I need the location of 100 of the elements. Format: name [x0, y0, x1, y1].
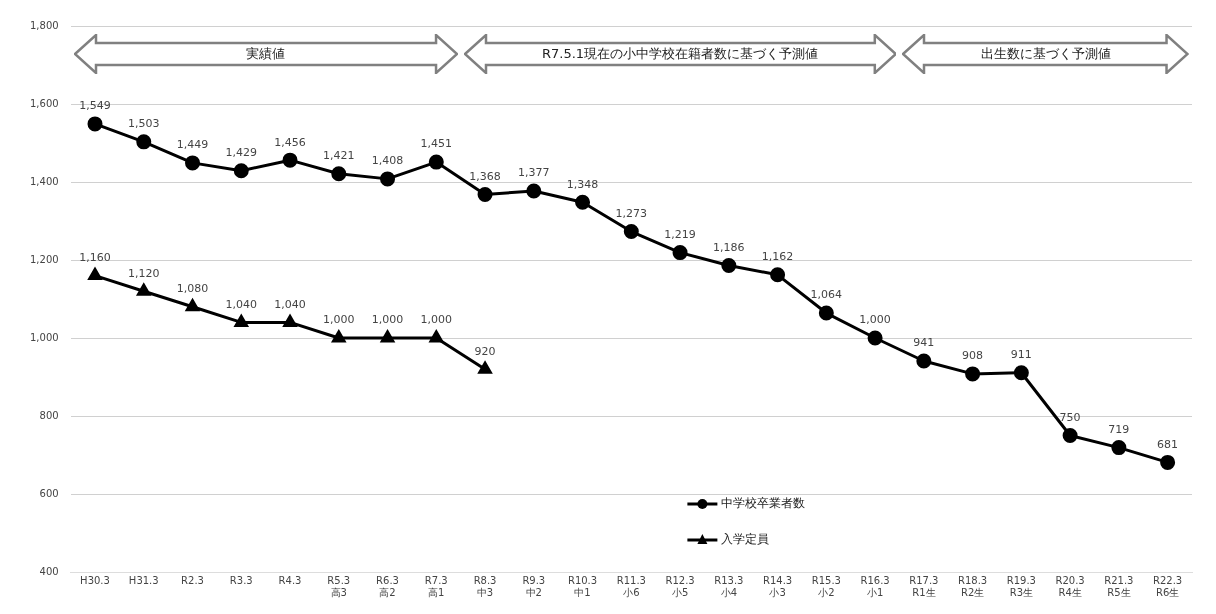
point: [185, 299, 200, 312]
point: [1111, 440, 1127, 456]
data-label: 1,064: [810, 288, 843, 302]
x-tick-label: R17.3 R1生: [909, 574, 939, 598]
annotation: R7.5.1現在の小中学校在籍者数に基づく予測値: [541, 45, 820, 63]
point: [380, 171, 396, 187]
y-tick-label: 1,000: [29, 331, 59, 343]
y-tick-label: 1,200: [29, 253, 59, 265]
legend-label: 中学校卒業者数: [721, 496, 806, 511]
data-label: 1,408: [371, 154, 404, 168]
data-label: 908: [962, 349, 984, 363]
point: [380, 330, 395, 343]
data-label: 920: [474, 344, 496, 358]
point: [185, 155, 201, 171]
data-label: 1,162: [761, 250, 794, 264]
point: [1062, 428, 1078, 443]
data-label: 1,348: [566, 177, 599, 191]
x-tick-label: R4.3: [278, 574, 302, 586]
point: [478, 361, 492, 374]
point: [332, 330, 346, 343]
data-label: 1,377: [518, 166, 550, 180]
point: [672, 245, 688, 261]
x-tick-label: R13.3 小4: [714, 574, 744, 598]
point: [526, 183, 542, 199]
x-tick-label: R10.3 中1: [567, 574, 598, 598]
x-tick-label: R20.3 R4生: [1055, 574, 1085, 598]
x-tick-label: R6.3 高2: [376, 574, 399, 598]
point: [331, 166, 347, 182]
x-tick-label: R18.3 R2生: [957, 574, 988, 598]
x-tick-label: R5.3 高3: [327, 574, 351, 598]
point: [429, 330, 443, 343]
x-tick-label: R11.3 小6: [616, 574, 646, 598]
data-label: 1,273: [615, 206, 648, 220]
data-label: 1,219: [664, 227, 696, 241]
data-label: 941: [913, 336, 935, 350]
point: [965, 366, 981, 382]
point: [623, 224, 639, 240]
point: [477, 186, 493, 202]
data-label: 1,040: [274, 297, 306, 311]
data-label: 1,186: [713, 240, 745, 254]
point: [87, 116, 103, 132]
x-tick-label: R7.3 高1: [424, 574, 448, 598]
x-tick-label: R22.3 R6生: [1153, 574, 1183, 598]
data-label: 911: [1010, 348, 1032, 362]
data-label: 1,080: [176, 282, 209, 296]
point: [1013, 365, 1029, 381]
data-label: 1,000: [420, 313, 453, 327]
data-label: 1,549: [79, 99, 111, 113]
legend-label: 入学定員: [721, 532, 770, 547]
data-label: 1,160: [79, 250, 111, 264]
point: [770, 267, 786, 283]
point: [818, 305, 834, 321]
annotation: 実績値: [245, 45, 287, 63]
point: [137, 283, 151, 296]
annotation: 出生数に基づく予測値: [979, 45, 1112, 63]
x-tick-label: H31.3: [128, 574, 159, 586]
data-label: 1,000: [371, 313, 404, 327]
x-tick-label: R21.3 R5生: [1104, 574, 1134, 598]
data-label: 1,368: [469, 169, 501, 183]
point: [916, 353, 932, 369]
x-tick-label: R3.3: [229, 574, 253, 586]
x-tick-label: R16.3 小1: [860, 574, 890, 598]
x-tick-label: R14.3 小3: [762, 574, 793, 598]
data-label: 719: [1108, 422, 1130, 436]
y-tick-label: 1,800: [29, 19, 59, 31]
data-label: 1,421: [323, 149, 355, 163]
data-label: 1,456: [274, 135, 306, 149]
x-tick-label: R2.3: [181, 574, 204, 586]
y-tick-label: 1,400: [29, 175, 59, 187]
point: [283, 314, 297, 327]
point: [234, 314, 248, 327]
y-tick-label: 800: [39, 409, 59, 421]
point: [721, 257, 737, 273]
x-tick-label: R19.3 R3生: [1006, 574, 1036, 598]
data-label: 1,449: [176, 138, 209, 152]
data-label: 1,000: [323, 313, 355, 327]
data-label: 681: [1157, 437, 1179, 451]
point: [233, 163, 249, 179]
point: [575, 194, 591, 210]
data-label: 750: [1059, 410, 1081, 424]
point: [428, 154, 444, 170]
point: [88, 268, 102, 281]
point: [136, 134, 152, 150]
y-tick-label: 1,600: [29, 97, 59, 109]
point: [1160, 454, 1176, 470]
x-tick-label: R12.3 小5: [665, 574, 695, 598]
data-label: 1,503: [128, 117, 160, 131]
y-tick-label: 600: [39, 487, 59, 499]
point: [867, 330, 883, 346]
x-tick-label: R15.3 小2: [811, 574, 841, 598]
x-tick-label: R9.3 中2: [522, 574, 546, 598]
data-label: 1,040: [225, 297, 258, 311]
data-label: 1,000: [859, 313, 891, 327]
x-tick-label: H30.3: [80, 574, 110, 586]
data-label: 1,451: [420, 137, 453, 151]
x-tick-label: R8.3 中3: [473, 574, 497, 598]
data-label: 1,429: [225, 146, 258, 160]
data-label: 1,120: [128, 266, 160, 280]
y-tick-label: 400: [39, 565, 59, 577]
point: [282, 152, 298, 168]
